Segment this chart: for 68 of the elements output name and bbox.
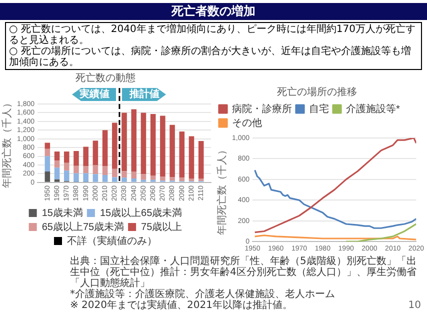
bar xyxy=(102,166,108,176)
bar xyxy=(198,178,204,182)
bar xyxy=(198,141,204,179)
text: ○ 死亡数については、2040年まで増加傾向にあり、ピーク時には年間約170万人が死亡すると見込まれる。 xyxy=(9,24,416,46)
bar xyxy=(54,151,60,161)
bar xyxy=(102,175,108,182)
bar xyxy=(131,178,137,182)
bar xyxy=(131,109,137,172)
source-note: 出典：国立社会保障・人口問題研究所「性、年齢（5歳階級）別死亡数」「出生中位（死亡中位）推計：男女年齢4区分別死亡数（総人口）」、厚生労働省「人口動態統計」 xyxy=(70,256,418,289)
bar xyxy=(122,171,127,178)
legend-label: 75歳以上 xyxy=(141,220,182,233)
bar xyxy=(54,179,60,182)
bar xyxy=(83,146,88,166)
legend-label: 自宅 xyxy=(309,102,329,115)
text: 死亡者数の増加 xyxy=(0,3,427,20)
bar xyxy=(112,177,118,182)
bar xyxy=(122,112,127,172)
bar xyxy=(54,160,60,168)
bar xyxy=(92,140,98,165)
bar xyxy=(170,177,175,181)
bar xyxy=(179,131,185,178)
bar xyxy=(74,173,79,182)
bar xyxy=(83,166,88,174)
bar xyxy=(150,175,156,180)
bar xyxy=(54,168,60,180)
bar xyxy=(140,112,146,174)
text: *介護施設等：介護医療院、介護老人保健施設、老人ホーム xyxy=(70,289,336,300)
chart-title: 死亡の場所の推移 xyxy=(277,86,357,98)
legend-label: 65歳以上75歳未満 xyxy=(42,220,124,233)
bar xyxy=(92,165,98,174)
bar xyxy=(44,156,50,172)
legend-label: 介護施設等* xyxy=(346,102,400,115)
text: ○ 死亡の場所については、病院・診療所の割合が大きいが、近年は自宅や介護施設等も増加傾向にある。 xyxy=(9,46,412,68)
chart-title: 死亡数の動態 xyxy=(76,72,136,84)
bar xyxy=(179,178,185,182)
bar xyxy=(188,136,194,179)
bar xyxy=(112,122,118,169)
bar xyxy=(188,178,194,182)
legend-label: 病院・診療所 xyxy=(232,102,292,115)
bar xyxy=(160,176,166,181)
bar xyxy=(160,116,166,177)
legend-label: 15歳未満 xyxy=(42,206,83,219)
bar xyxy=(74,151,79,166)
legend-label: 15歳以上65歳未満 xyxy=(100,206,182,219)
bar xyxy=(44,142,50,149)
bar xyxy=(140,174,146,180)
bar xyxy=(122,178,127,182)
bar xyxy=(44,172,50,182)
bar xyxy=(64,162,70,171)
bar xyxy=(92,174,98,182)
text: ※ 2020年までは実績値、2021年以降は推計値。 xyxy=(70,300,292,311)
legend-label: その他 xyxy=(232,116,262,129)
bar xyxy=(44,148,50,156)
bar xyxy=(83,173,88,182)
bar xyxy=(102,130,108,166)
bar xyxy=(131,172,137,179)
text: 実績値 xyxy=(79,89,110,100)
bar xyxy=(64,151,70,163)
y-axis-title: 年間死亡数（千人） xyxy=(216,144,228,235)
bar xyxy=(170,124,175,178)
text: 推計値 xyxy=(129,89,160,100)
text: 10 xyxy=(408,300,421,311)
bar xyxy=(112,168,118,178)
bar xyxy=(74,166,79,174)
legend-label: 不詳（実績値のみ） xyxy=(67,234,157,247)
bar xyxy=(150,114,156,176)
y-axis-title: 年間死亡数（千人） xyxy=(0,98,13,188)
bar xyxy=(64,170,70,182)
